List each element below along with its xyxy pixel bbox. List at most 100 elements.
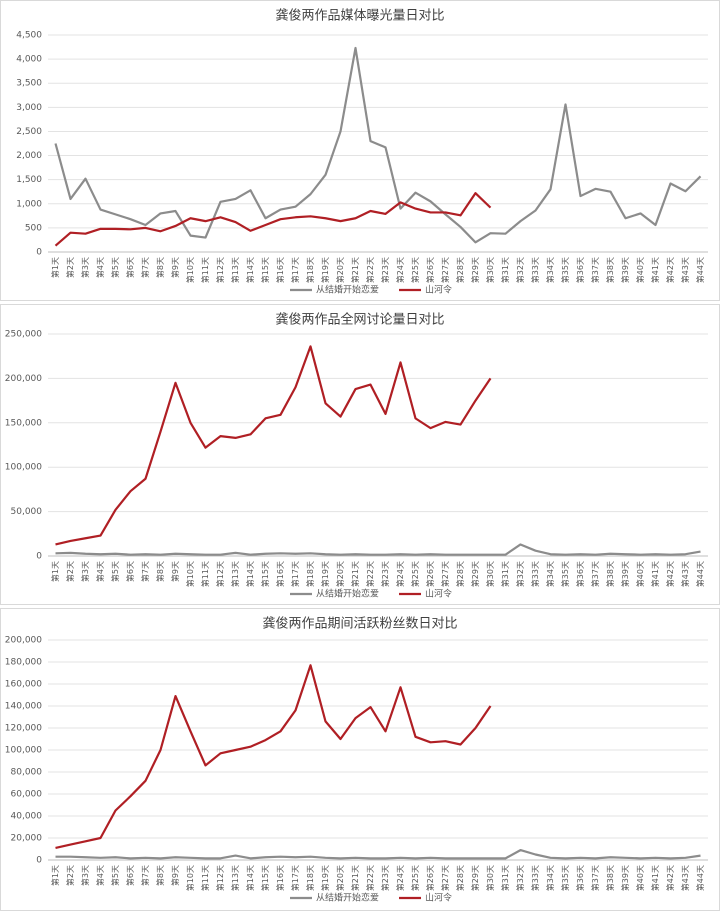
x-tick-label: 第38天 bbox=[605, 865, 615, 891]
x-tick-label: 第32天 bbox=[515, 561, 525, 587]
x-tick-label: 第38天 bbox=[605, 257, 615, 283]
x-tick-label: 第26天 bbox=[425, 865, 435, 891]
x-tick-label: 第25天 bbox=[410, 257, 420, 283]
x-tick-label: 第34天 bbox=[545, 257, 555, 283]
x-tick-label: 第28天 bbox=[455, 561, 465, 587]
x-tick-label: 第35天 bbox=[560, 865, 570, 891]
x-tick-label: 第29天 bbox=[470, 561, 480, 587]
x-tick-label: 第15天 bbox=[260, 257, 270, 283]
x-tick-label: 第28天 bbox=[455, 257, 465, 283]
x-tick-label: 第10天 bbox=[185, 561, 195, 587]
y-tick-label: 20,000 bbox=[11, 834, 43, 844]
x-tick-label: 第23天 bbox=[380, 257, 390, 283]
y-tick-label: 1,000 bbox=[16, 199, 42, 209]
x-tick-label: 第3天 bbox=[80, 865, 90, 886]
x-tick-label: 第29天 bbox=[470, 865, 480, 891]
x-tick-label: 第1天 bbox=[50, 865, 60, 886]
x-tick-label: 第9天 bbox=[170, 561, 180, 582]
x-tick-label: 第41天 bbox=[650, 257, 660, 283]
x-tick-label: 第19天 bbox=[320, 257, 330, 283]
x-tick-label: 第19天 bbox=[320, 865, 330, 891]
chart-title: 龚俊两作品期间活跃粉丝数日对比 bbox=[262, 617, 457, 632]
x-tick-label: 第41天 bbox=[650, 865, 660, 891]
x-tick-label: 第24天 bbox=[395, 257, 405, 283]
x-tick-label: 第1天 bbox=[50, 561, 60, 582]
x-tick-label: 第39天 bbox=[620, 865, 630, 891]
x-tick-label: 第2天 bbox=[65, 561, 75, 582]
y-tick-label: 40,000 bbox=[11, 812, 43, 822]
x-tick-label: 第20天 bbox=[335, 865, 345, 891]
x-tick-label: 第27天 bbox=[440, 561, 450, 587]
x-tick-label: 第5天 bbox=[110, 257, 120, 278]
y-tick-label: 4,000 bbox=[16, 55, 42, 65]
x-tick-label: 第18天 bbox=[305, 865, 315, 891]
x-tick-label: 第44天 bbox=[695, 257, 705, 283]
x-tick-label: 第23天 bbox=[380, 561, 390, 587]
x-tick-label: 第37天 bbox=[590, 257, 600, 283]
x-tick-label: 第22天 bbox=[365, 865, 375, 891]
x-tick-label: 第14天 bbox=[245, 561, 255, 587]
series-line bbox=[55, 543, 701, 556]
x-tick-label: 第16天 bbox=[275, 561, 285, 587]
series-line bbox=[55, 664, 492, 849]
x-tick-label: 第13天 bbox=[230, 257, 240, 283]
legend-label: 山河令 bbox=[425, 588, 452, 600]
x-tick-label: 第26天 bbox=[425, 257, 435, 283]
series-line bbox=[54, 46, 702, 244]
x-tick-label: 第21天 bbox=[350, 865, 360, 891]
y-tick-label: 1,500 bbox=[16, 175, 42, 185]
x-tick-label: 第13天 bbox=[230, 865, 240, 891]
y-tick-label: 4,500 bbox=[16, 31, 42, 41]
x-tick-label: 第32天 bbox=[515, 865, 525, 891]
x-tick-label: 第22天 bbox=[365, 257, 375, 283]
y-tick-label: 3,000 bbox=[16, 103, 42, 113]
y-tick-label: 2,500 bbox=[16, 127, 42, 137]
y-tick-label: 0 bbox=[36, 856, 42, 866]
x-tick-label: 第14天 bbox=[245, 865, 255, 891]
x-tick-label: 第16天 bbox=[275, 257, 285, 283]
x-tick-label: 第22天 bbox=[365, 561, 375, 587]
x-tick-label: 第31天 bbox=[500, 865, 510, 891]
x-tick-label: 第18天 bbox=[305, 257, 315, 283]
series-line bbox=[55, 345, 492, 546]
x-tick-label: 第15天 bbox=[260, 865, 270, 891]
x-tick-label: 第40天 bbox=[635, 865, 645, 891]
x-tick-label: 第33天 bbox=[530, 865, 540, 891]
x-tick-label: 第10天 bbox=[185, 257, 195, 283]
x-tick-label: 第1天 bbox=[50, 257, 60, 278]
x-tick-label: 第38天 bbox=[605, 561, 615, 587]
series-line bbox=[55, 849, 701, 860]
x-tick-label: 第39天 bbox=[620, 561, 630, 587]
x-tick-label: 第2天 bbox=[65, 257, 75, 278]
y-tick-label: 0 bbox=[36, 248, 42, 258]
y-tick-label: 60,000 bbox=[11, 790, 43, 800]
series-line bbox=[54, 192, 492, 247]
legend-label: 山河令 bbox=[425, 892, 452, 904]
x-tick-label: 第2天 bbox=[65, 865, 75, 886]
x-tick-label: 第25天 bbox=[410, 865, 420, 891]
x-tick-label: 第9天 bbox=[170, 257, 180, 278]
x-tick-label: 第36天 bbox=[575, 561, 585, 587]
y-tick-label: 200,000 bbox=[5, 636, 42, 646]
x-tick-label: 第21天 bbox=[350, 257, 360, 283]
y-tick-label: 160,000 bbox=[5, 680, 42, 690]
x-tick-label: 第8天 bbox=[155, 561, 165, 582]
x-tick-label: 第34天 bbox=[545, 561, 555, 587]
x-tick-label: 第16天 bbox=[275, 865, 285, 891]
y-tick-label: 150,000 bbox=[5, 418, 42, 428]
y-tick-label: 140,000 bbox=[5, 702, 42, 712]
x-tick-label: 第42天 bbox=[665, 561, 675, 587]
x-tick-label: 第27天 bbox=[440, 257, 450, 283]
y-tick-label: 0 bbox=[36, 552, 42, 562]
legend-label: 从结婚开始恋爱 bbox=[316, 892, 379, 904]
legend-label: 从结婚开始恋爱 bbox=[316, 284, 379, 296]
x-tick-label: 第30天 bbox=[485, 257, 495, 283]
legend-label: 从结婚开始恋爱 bbox=[316, 588, 379, 600]
x-tick-label: 第32天 bbox=[515, 257, 525, 283]
x-tick-label: 第24天 bbox=[395, 561, 405, 587]
x-tick-label: 第42天 bbox=[665, 257, 675, 283]
y-tick-label: 100,000 bbox=[5, 463, 42, 473]
y-tick-label: 180,000 bbox=[5, 658, 42, 668]
y-tick-label: 100,000 bbox=[5, 746, 42, 756]
x-tick-label: 第13天 bbox=[230, 561, 240, 587]
